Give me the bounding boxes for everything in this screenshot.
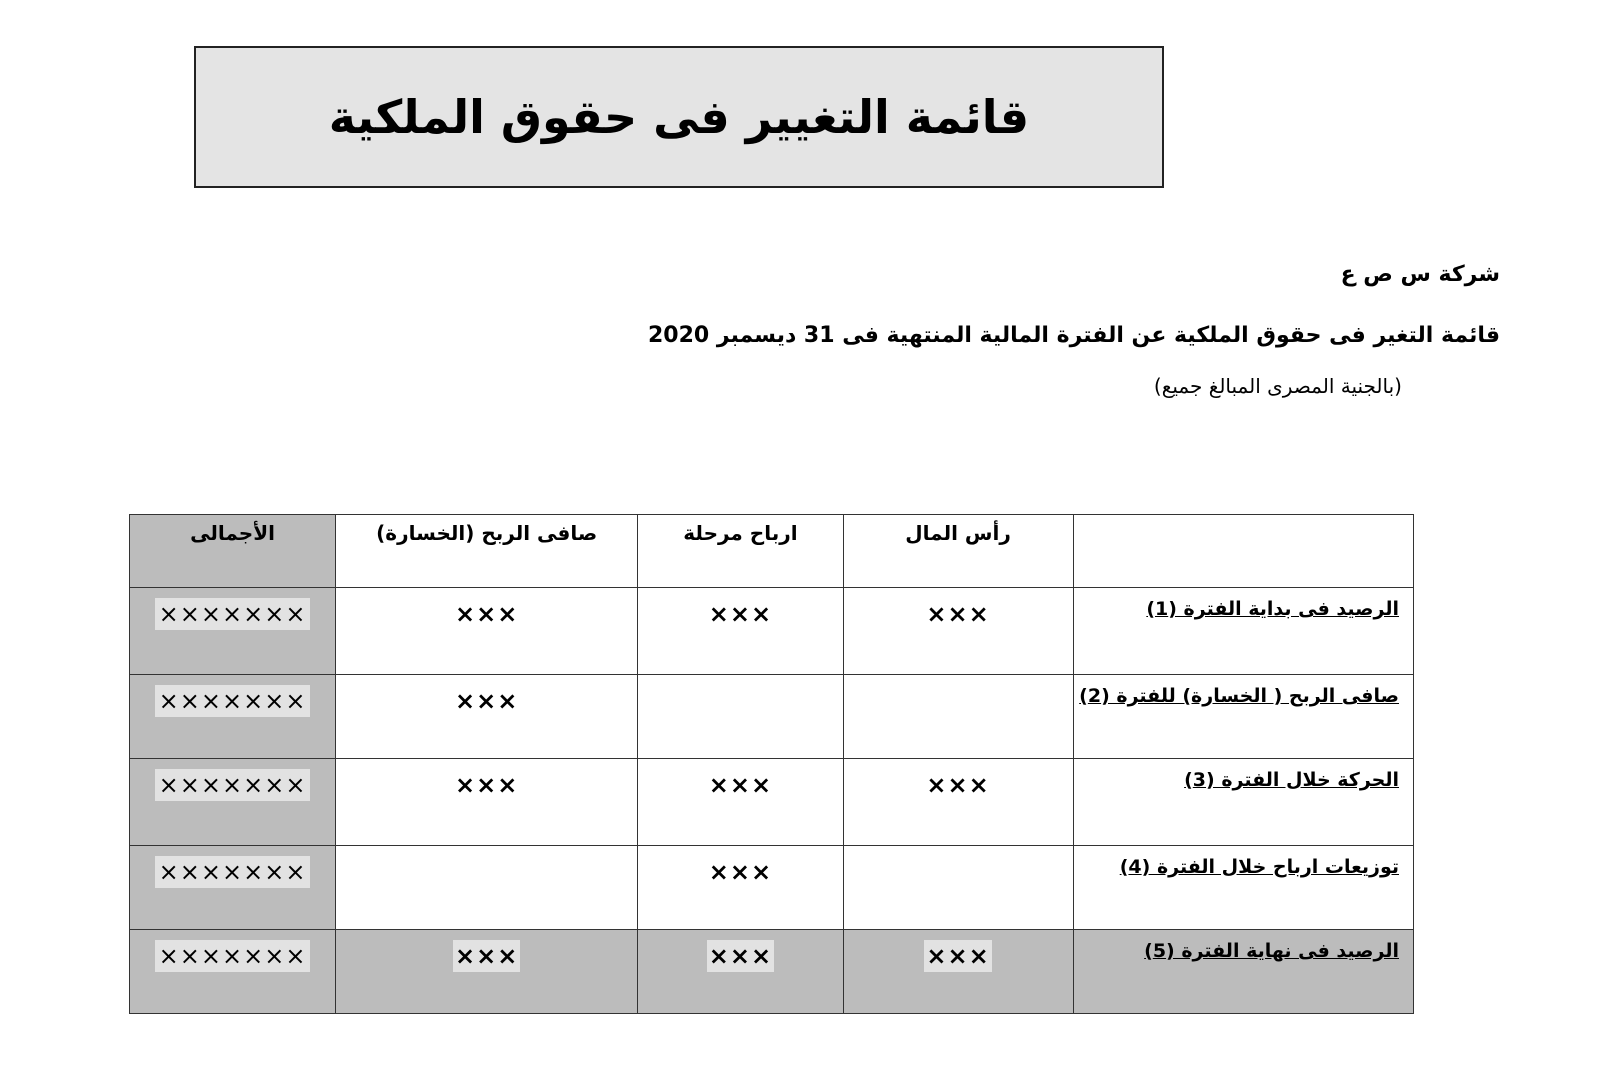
cell-value: ××× — [926, 771, 990, 799]
header-row: رأس المال ارباح مرحلة صافى الربح (الخسار… — [128, 514, 1415, 588]
cell-net: ××× — [335, 929, 639, 1014]
cell-retained: ××× — [637, 758, 844, 846]
cell-label: الرصيد فى نهاية الفترة (5) — [1072, 929, 1415, 1014]
cell-retained: ××× — [637, 845, 844, 930]
header-total: الأجمالى — [128, 514, 337, 588]
cell-net — [335, 845, 639, 930]
cell-label: توزيعات ارباح خلال الفترة (4) — [1072, 845, 1415, 930]
cell-label: الرصيد فى بداية الفترة (1) — [1072, 587, 1415, 675]
cell-net: ××× — [335, 674, 639, 759]
table-row: توزيعات ارباح خلال الفترة (4) ××× ××××××× — [128, 845, 1415, 930]
row-label: توزيعات ارباح خلال الفترة (4) — [1119, 856, 1399, 878]
row-label: الرصيد فى بداية الفترة (1) — [1146, 598, 1399, 620]
cell-retained: ××× — [637, 929, 844, 1014]
cell-value: ××× — [924, 940, 992, 972]
cell-value: ××× — [706, 940, 775, 972]
cell-retained — [637, 674, 844, 759]
cell-total: ××××××× — [128, 758, 337, 846]
cell-total: ××××××× — [128, 929, 337, 1014]
cell-value: ××× — [455, 687, 519, 715]
cell-value: ××××××× — [154, 598, 311, 630]
row-label: الرصيد فى نهاية الفترة (5) — [1144, 940, 1399, 962]
cell-total: ××××××× — [128, 587, 337, 675]
header-retained: ارباح مرحلة — [637, 514, 844, 588]
cell-label: الحركة خلال الفترة (3) — [1072, 758, 1415, 846]
row-label: صافى الربح ( الخسارة) للفترة (2) — [1079, 685, 1399, 707]
cell-label: صافى الربح ( الخسارة) للفترة (2) — [1072, 674, 1415, 759]
company-name: شركة س ص ع — [1340, 262, 1500, 287]
table-row: الرصيد فى نهاية الفترة (5) ××× ××× ××× ×××××… — [128, 929, 1415, 1014]
cell-capital: ××× — [842, 929, 1074, 1014]
cell-value: ××××××× — [154, 940, 311, 972]
header-label — [1072, 514, 1415, 588]
cell-value: ××× — [453, 940, 521, 972]
header-capital: رأس المال — [842, 514, 1074, 588]
cell-value: ××× — [708, 600, 773, 628]
title-box: قائمة التغيير فى حقوق الملكية — [194, 46, 1164, 188]
page-title: قائمة التغيير فى حقوق الملكية — [328, 90, 1030, 144]
equity-table: رأس المال ارباح مرحلة صافى الربح (الخسار… — [128, 514, 1415, 1014]
row-label: الحركة خلال الفترة (3) — [1184, 769, 1399, 791]
cell-value: ××× — [708, 858, 773, 886]
cell-value: ××××××× — [154, 685, 311, 717]
cell-net: ××× — [335, 758, 639, 846]
cell-total: ××××××× — [128, 674, 337, 759]
cell-value: ××× — [455, 771, 519, 799]
cell-capital — [842, 674, 1074, 759]
cell-value: ××× — [455, 600, 519, 628]
cell-value: ××× — [926, 600, 990, 628]
table-row: صافى الربح ( الخسارة) للفترة (2) ××× ×××××… — [128, 674, 1415, 759]
cell-value: ××××××× — [154, 856, 311, 888]
cell-net: ××× — [335, 587, 639, 675]
table-row: الحركة خلال الفترة (3) ××× ××× ××× ××××××× — [128, 758, 1415, 846]
cell-total: ××××××× — [128, 845, 337, 930]
cell-value: ××× — [708, 771, 773, 799]
cell-retained: ××× — [637, 587, 844, 675]
cell-value: ××××××× — [154, 769, 311, 801]
cell-capital: ××× — [842, 587, 1074, 675]
statement-subtitle: قائمة التغير فى حقوق الملكية عن الفترة ا… — [648, 323, 1500, 348]
cell-capital: ××× — [842, 758, 1074, 846]
table-row: الرصيد فى بداية الفترة (1) ××× ××× ××× ×××××… — [128, 587, 1415, 675]
header-net: صافى الربح (الخسارة) — [335, 514, 639, 588]
cell-capital — [842, 845, 1074, 930]
currency-note: (بالجنية المصرى المبالغ جميع) — [1153, 374, 1402, 398]
